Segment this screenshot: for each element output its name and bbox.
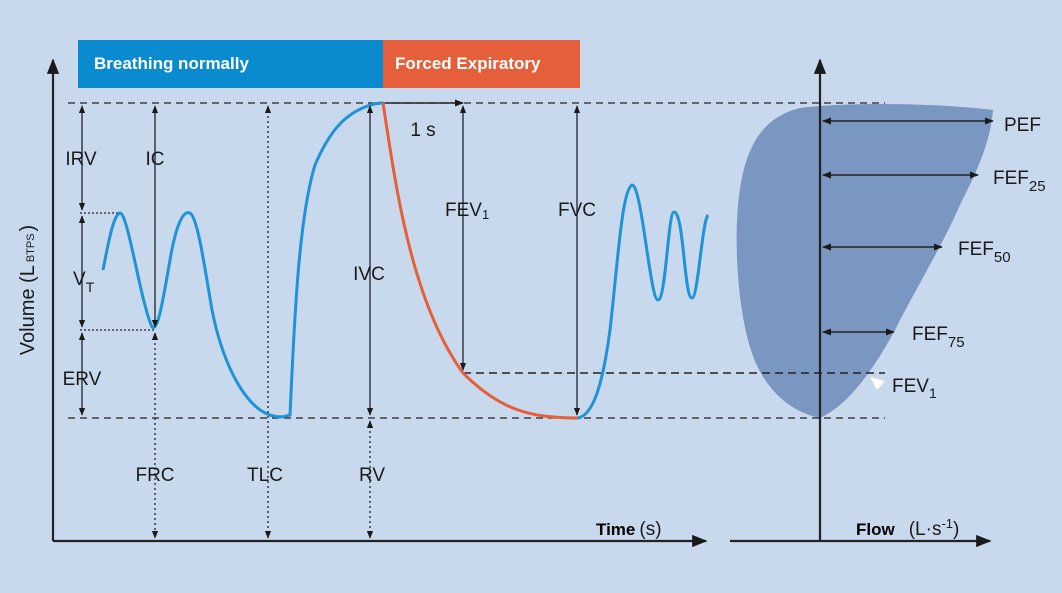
fef25-label: FEF25 xyxy=(993,168,1046,195)
fef50-label: FEF50 xyxy=(958,239,1011,266)
pef-label: PEF xyxy=(1004,115,1041,136)
fev1-label: FEV1 xyxy=(445,200,489,222)
normal-breathing-curve xyxy=(101,101,384,419)
one-second-label: 1 s xyxy=(410,120,435,141)
ivc-label: IVC xyxy=(353,264,385,285)
forced-expiratory-curve xyxy=(381,102,579,420)
vt-label: VT xyxy=(73,269,95,295)
irv-label: IRV xyxy=(65,149,97,170)
flow-axis-title: Flow (L·s-1) xyxy=(856,516,959,540)
breathing-normally-banner: Breathing normally xyxy=(78,40,383,88)
tlc-label: TLC xyxy=(247,465,283,486)
erv-label: ERV xyxy=(63,369,102,390)
forced-expiratory-banner: Forced Expiratory xyxy=(383,40,580,88)
fef75-label: FEF75 xyxy=(912,324,965,351)
frc-label: FRC xyxy=(135,465,174,486)
ic-label: IC xyxy=(146,149,165,170)
time-axis-title: Time (s) xyxy=(596,519,662,540)
rv-label: RV xyxy=(359,465,385,486)
fev1-flow-marker xyxy=(870,377,885,390)
volume-axis-title: Volume (LBTPS) xyxy=(17,225,39,355)
fvc-label: FVC xyxy=(558,200,596,221)
fev1-flow-label: FEV1 xyxy=(892,376,937,401)
flow-volume-loop xyxy=(736,104,993,418)
post-forced-breathing-curve xyxy=(577,183,710,420)
